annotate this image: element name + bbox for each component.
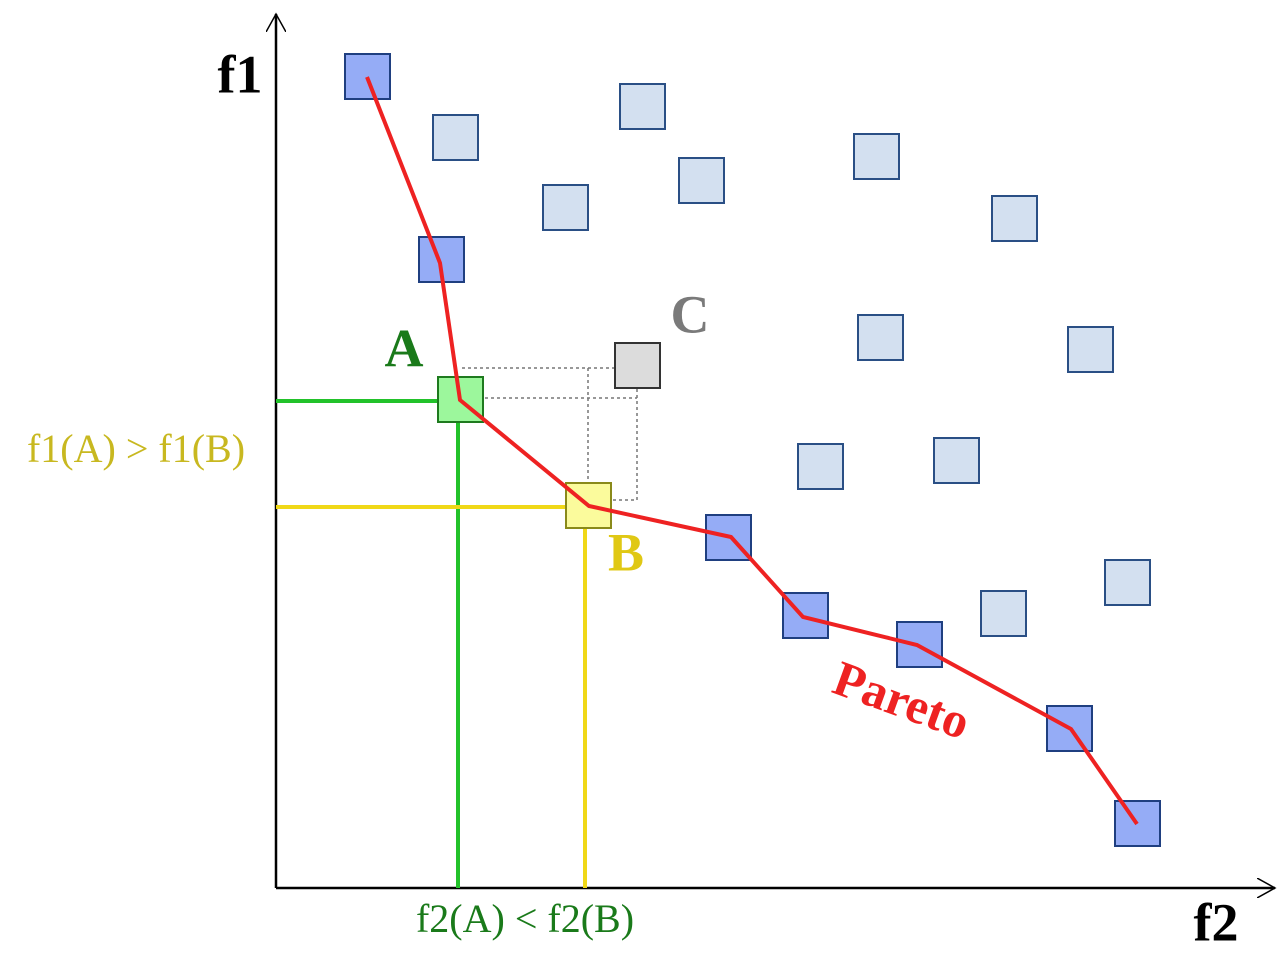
solution bbox=[432, 114, 479, 161]
point-label: C bbox=[671, 284, 710, 344]
solution bbox=[619, 83, 666, 130]
dominance-box bbox=[462, 367, 638, 501]
axes bbox=[276, 14, 1275, 888]
solution bbox=[1104, 559, 1151, 606]
solutions bbox=[344, 53, 1161, 847]
solution bbox=[857, 314, 904, 361]
guides bbox=[276, 367, 638, 888]
annotation: f1(A) > f1(B) bbox=[27, 426, 245, 471]
point-c bbox=[614, 342, 661, 389]
solution bbox=[853, 133, 900, 180]
point-label: A bbox=[385, 318, 424, 378]
solution bbox=[542, 184, 589, 231]
solution bbox=[991, 195, 1038, 242]
solution bbox=[980, 590, 1027, 637]
pareto-solution bbox=[344, 53, 391, 100]
solution bbox=[797, 443, 844, 490]
solution bbox=[678, 157, 725, 204]
annotation: f2(A) < f2(B) bbox=[416, 896, 634, 941]
point-label: B bbox=[608, 522, 644, 582]
solution bbox=[1067, 326, 1114, 373]
pareto-front bbox=[365, 76, 1139, 826]
x-axis-label: f2 bbox=[1194, 892, 1239, 952]
y-axis-label: f1 bbox=[218, 44, 263, 104]
solution bbox=[933, 437, 980, 484]
